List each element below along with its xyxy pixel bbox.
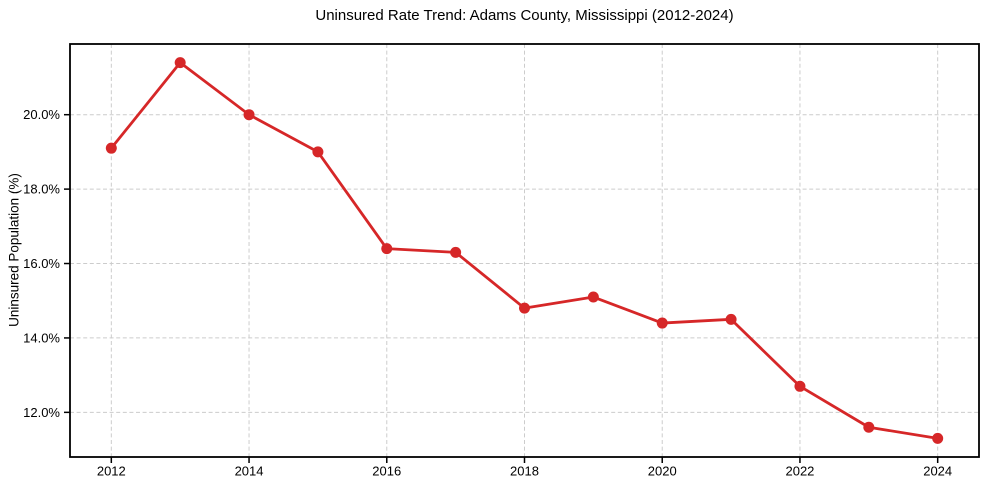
data-point-marker [863, 421, 875, 433]
x-tick-label: 2018 [510, 464, 539, 479]
y-tick-label: 14.0% [23, 330, 60, 345]
chart-title: Uninsured Rate Trend: Adams County, Miss… [315, 7, 734, 24]
data-point-marker [243, 109, 255, 121]
data-point-marker [656, 317, 668, 329]
data-point-marker [519, 302, 530, 314]
data-point-marker [312, 146, 324, 158]
data-point-marker [725, 313, 737, 325]
x-tick-label: 2024 [923, 464, 952, 479]
x-tick-label: 2012 [97, 464, 126, 479]
data-point-marker [174, 57, 186, 69]
y-tick-label: 12.0% [23, 405, 60, 420]
x-tick-label: 2014 [235, 464, 264, 479]
data-point-marker [450, 246, 462, 258]
y-tick-label: 16.0% [23, 256, 60, 271]
x-tick-label: 2022 [785, 464, 814, 479]
y-tick-label: 20.0% [23, 107, 60, 122]
x-tick-label: 2016 [372, 464, 401, 479]
plot-border [69, 43, 980, 458]
data-point-marker [587, 291, 599, 303]
data-point-marker [381, 243, 393, 255]
x-tick-label: 2020 [648, 464, 677, 479]
data-point-marker [105, 142, 117, 154]
data-point-marker [794, 380, 806, 392]
data-point-marker [932, 432, 944, 444]
y-tick-label: 18.0% [23, 182, 60, 197]
